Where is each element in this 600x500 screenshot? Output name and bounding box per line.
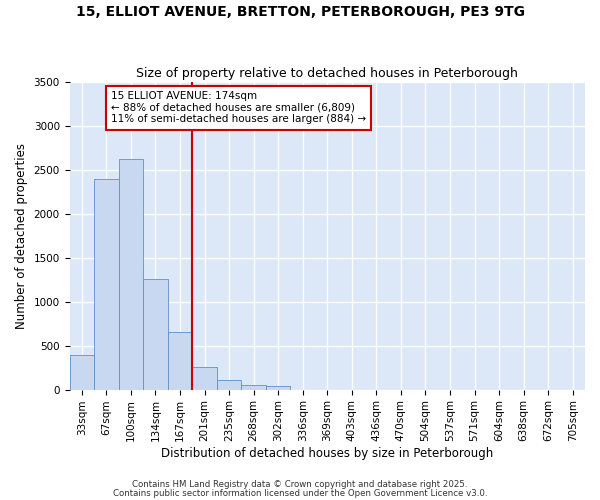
Y-axis label: Number of detached properties: Number of detached properties [15,143,28,329]
Bar [192,367,217,390]
Bar [70,356,94,390]
Bar [217,380,241,390]
Bar [266,386,290,390]
Text: Contains public sector information licensed under the Open Government Licence v3: Contains public sector information licen… [113,490,487,498]
Bar [143,279,168,390]
Bar [168,332,192,390]
Bar [94,178,119,390]
X-axis label: Distribution of detached houses by size in Peterborough: Distribution of detached houses by size … [161,447,493,460]
Text: 15 ELLIOT AVENUE: 174sqm
← 88% of detached houses are smaller (6,809)
11% of sem: 15 ELLIOT AVENUE: 174sqm ← 88% of detach… [111,92,366,124]
Title: Size of property relative to detached houses in Peterborough: Size of property relative to detached ho… [136,66,518,80]
Text: Contains HM Land Registry data © Crown copyright and database right 2025.: Contains HM Land Registry data © Crown c… [132,480,468,489]
Bar [241,385,266,390]
Bar [119,158,143,390]
Text: 15, ELLIOT AVENUE, BRETTON, PETERBOROUGH, PE3 9TG: 15, ELLIOT AVENUE, BRETTON, PETERBOROUGH… [76,5,524,19]
